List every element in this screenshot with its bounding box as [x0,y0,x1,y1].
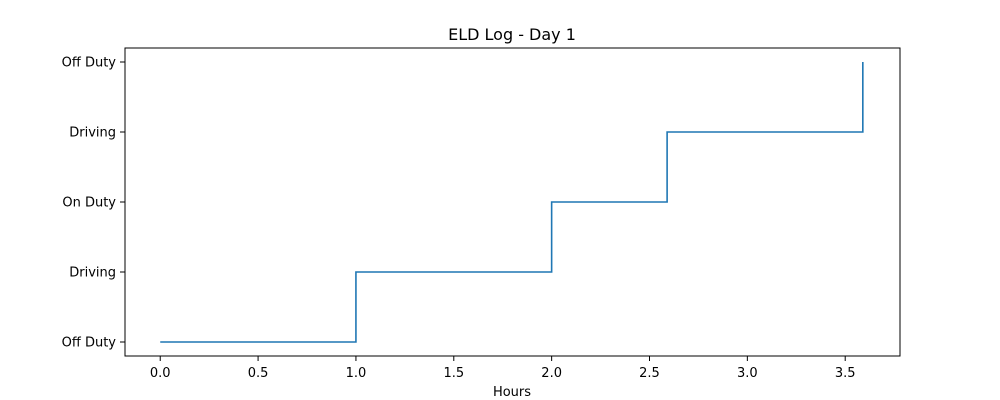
chart-title: ELD Log - Day 1 [448,25,576,44]
y-tick-label: On Duty [62,196,116,211]
y-axis-ticks: Off Duty Driving On Duty Driving Off Duty [62,56,125,351]
series-layer [160,62,864,343]
y-tick-label: Driving [69,126,116,141]
duty-status-step-line [160,62,864,343]
x-tick-label: 3.5 [835,366,856,381]
x-tick-label: 3.0 [737,366,758,381]
y-tick-label: Off Duty [62,56,117,71]
x-axis-label: Hours [493,385,531,400]
x-axis-ticks: 0.0 0.5 1.0 1.5 2.0 2.5 3.0 3.5 [150,356,856,381]
x-tick-label: 0.5 [248,366,269,381]
y-tick-label: Driving [69,266,116,281]
x-tick-label: 0.0 [150,366,171,381]
x-tick-label: 1.0 [346,366,367,381]
plot-frame [124,47,901,357]
x-tick-label: 1.5 [443,366,464,381]
x-tick-label: 2.5 [639,366,660,381]
y-tick-label: Off Duty [62,336,117,351]
x-tick-label: 2.0 [541,366,562,381]
